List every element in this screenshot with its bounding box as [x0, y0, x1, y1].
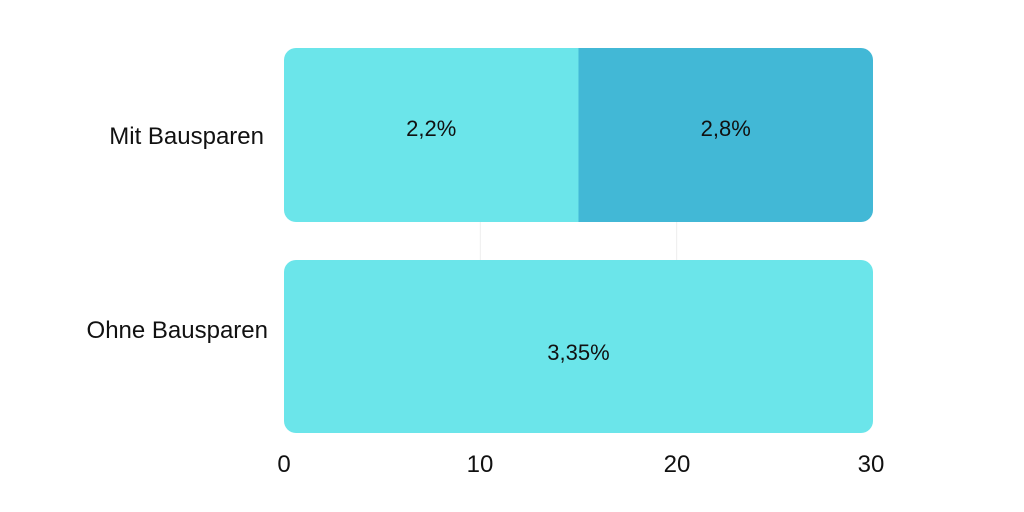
data-label-1-0: 3,35%	[547, 340, 609, 365]
x-tick-label-10: 10	[467, 451, 494, 478]
data-label-0-0: 2,2%	[406, 116, 456, 141]
x-tick-label-20: 20	[664, 451, 691, 478]
x-axis-tick-labels: 0 10 20 30	[277, 451, 884, 478]
category-labels: Mit Bausparen Ohne Bausparen	[87, 123, 268, 344]
data-label-0-1: 2,8%	[701, 116, 751, 141]
x-tick-label-30: 30	[858, 451, 885, 478]
bar-row-ohne-bausparen	[284, 260, 873, 433]
bar-segment-0-1	[578, 48, 873, 222]
bar-segment-0-0	[284, 48, 579, 222]
data-labels: 2,2% 2,8% 3,35%	[406, 116, 751, 365]
category-label-ohne-bausparen: Ohne Bausparen	[87, 317, 268, 344]
bar-segment-1-0	[284, 260, 873, 433]
category-label-mit-bausparen: Mit Bausparen	[109, 123, 264, 150]
x-tick-label-0: 0	[277, 451, 290, 478]
bar-row-mit-bausparen	[284, 48, 873, 222]
